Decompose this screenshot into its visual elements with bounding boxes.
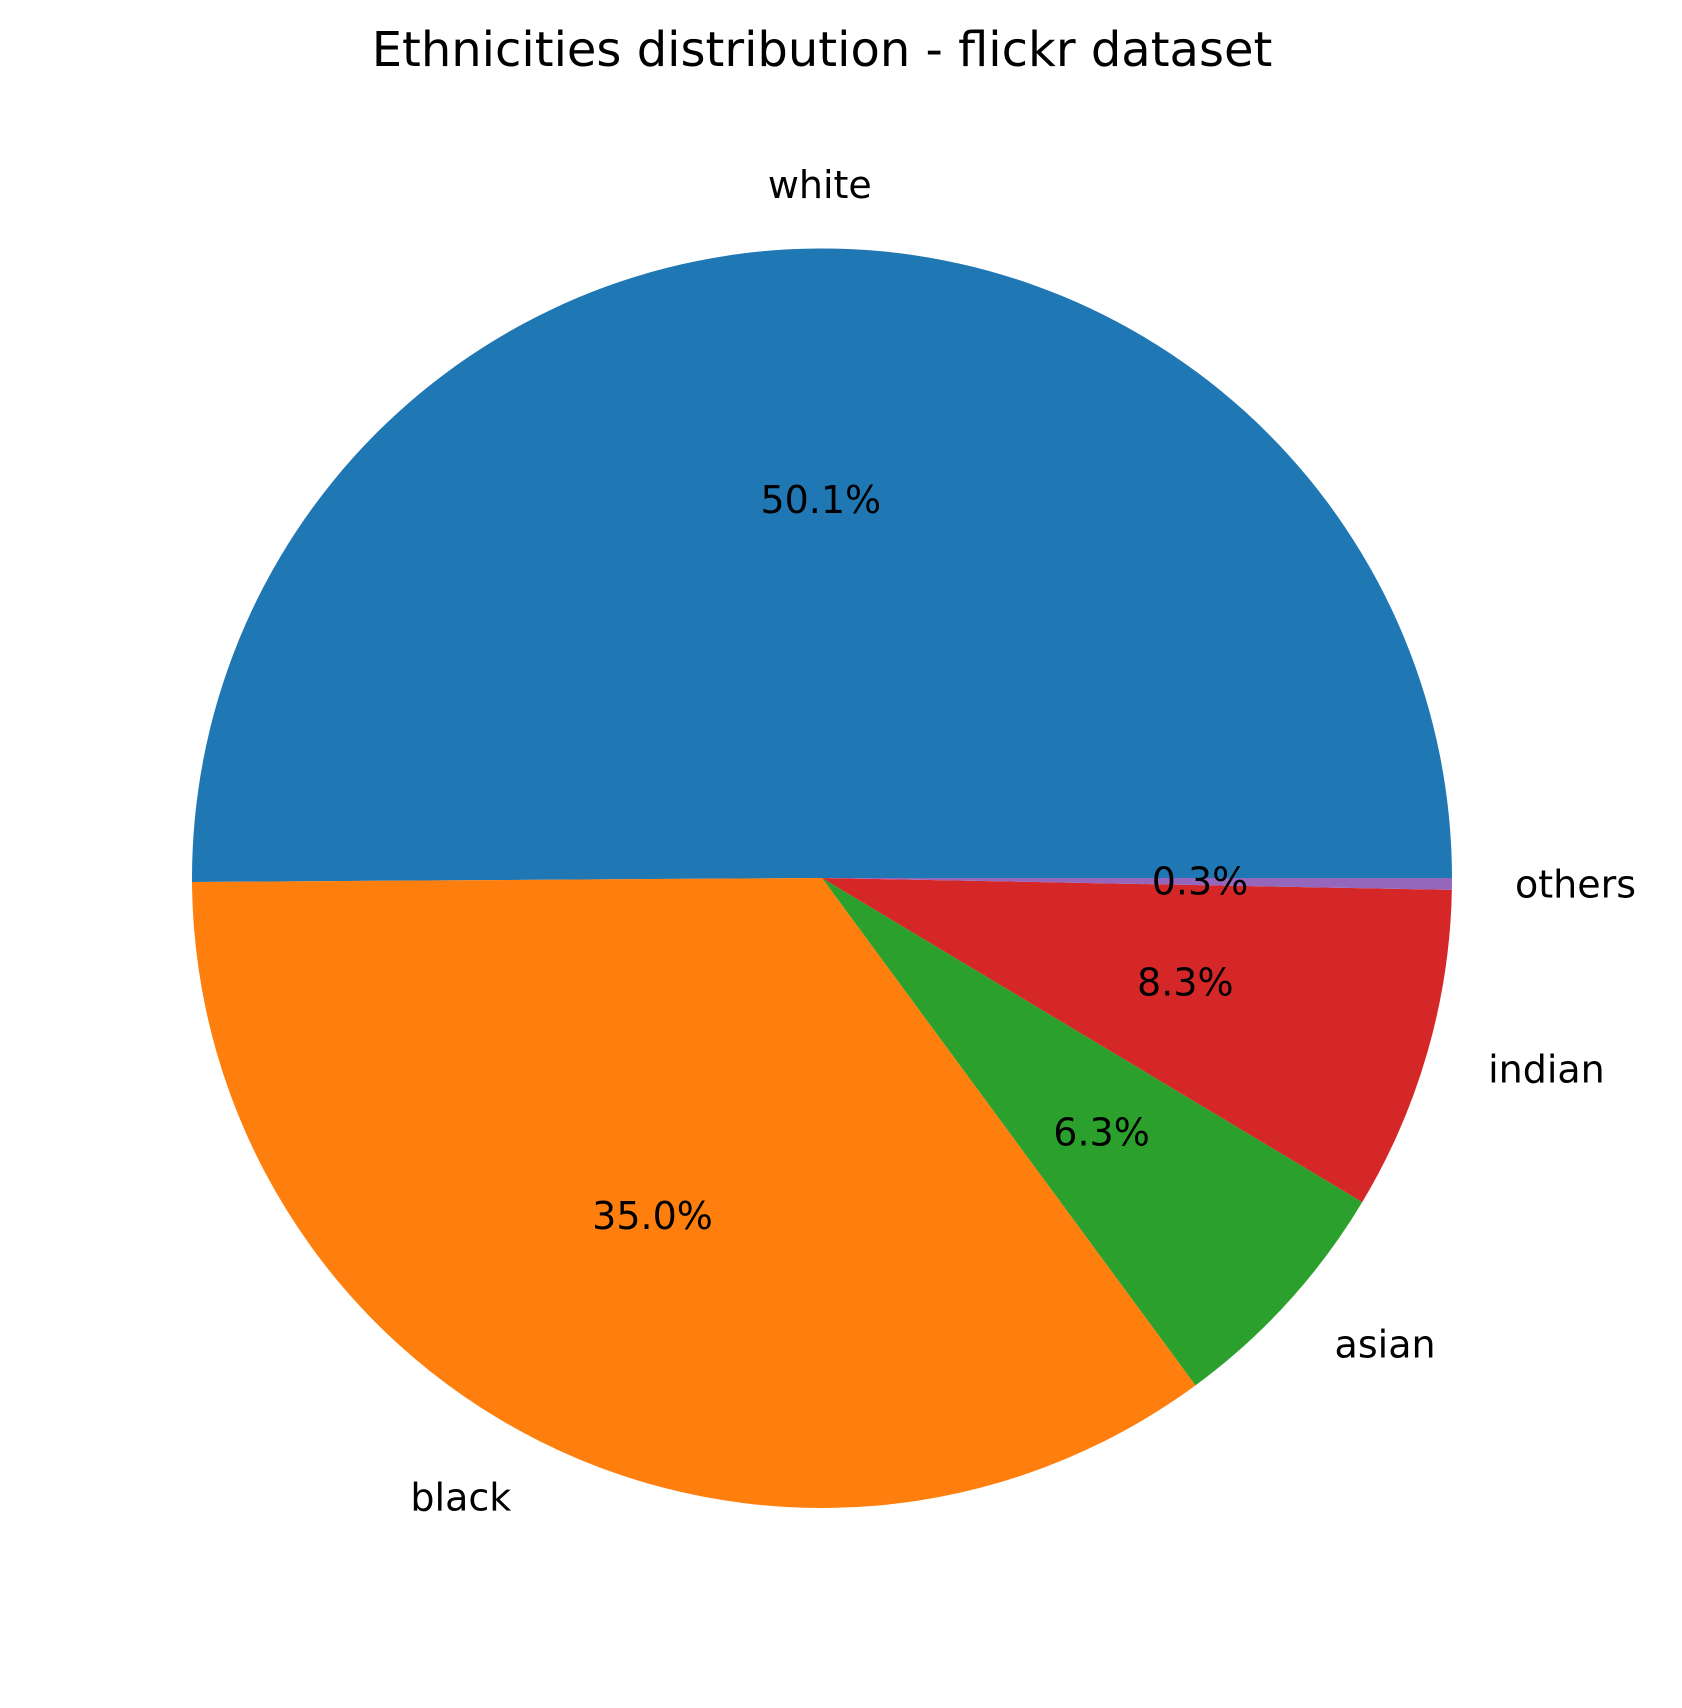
pie-slice-indian <box>822 878 1452 1203</box>
chart-title: Ethnicities distribution - flickr datase… <box>372 22 1273 78</box>
slice-label-others: others <box>1515 863 1636 907</box>
slice-label-black: black <box>410 1475 511 1519</box>
slices-layer <box>192 248 1453 1508</box>
slice-label-asian: asian <box>1335 1322 1436 1366</box>
pie-slice-asian <box>822 878 1363 1386</box>
pie-slice-black <box>192 878 1196 1508</box>
slice-label-white: white <box>768 163 872 207</box>
pct-label-asian: 6.3% <box>1053 1110 1150 1154</box>
pie-slice-white <box>192 248 1453 882</box>
pct-label-white: 50.1% <box>760 478 881 522</box>
pct-label-others: 0.3% <box>1152 860 1249 904</box>
pct-label-indian: 8.3% <box>1137 960 1234 1004</box>
pie-slice-others <box>822 878 1452 890</box>
labels-layer: 50.1% white 35.0% black 6.3% asian 8.3% indian 0… <box>410 163 1636 1519</box>
slice-label-indian: indian <box>1488 1047 1605 1091</box>
pct-label-black: 35.0% <box>592 1194 713 1238</box>
